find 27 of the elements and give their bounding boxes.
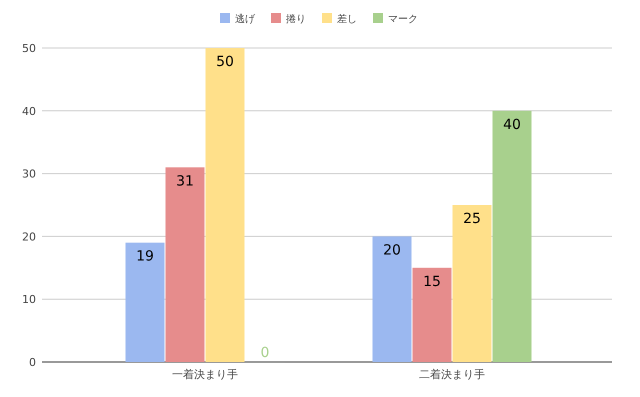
y-tick-label: 10 xyxy=(22,293,36,306)
bar xyxy=(492,110,532,362)
x-tick-label: 二着決まり手 xyxy=(419,368,485,381)
y-tick-label: 30 xyxy=(22,168,36,181)
data-label: 15 xyxy=(423,274,441,290)
y-tick-label: 0 xyxy=(29,356,36,369)
bar xyxy=(166,167,204,362)
legend-label: 逃げ xyxy=(235,13,256,25)
bar xyxy=(412,268,452,362)
data-label: 31 xyxy=(176,173,194,190)
bar xyxy=(452,205,492,362)
data-label: 25 xyxy=(463,211,481,227)
y-tick-label: 20 xyxy=(22,230,36,244)
y-tick-label: 50 xyxy=(22,42,36,55)
x-tick-label: 一着決まり手 xyxy=(172,368,238,381)
y-tick-label: 40 xyxy=(22,104,36,118)
legend-label: 捲り xyxy=(286,13,306,25)
legend-label: 差し xyxy=(337,13,357,25)
data-label: 40 xyxy=(503,116,521,133)
bar xyxy=(206,48,244,362)
data-label: 50 xyxy=(216,54,234,70)
data-label: 19 xyxy=(136,248,154,265)
legend-label: マーク xyxy=(388,14,418,25)
data-label: 0 xyxy=(260,345,270,361)
data-label: 20 xyxy=(383,242,401,258)
bar xyxy=(372,236,412,362)
bar xyxy=(126,242,164,362)
